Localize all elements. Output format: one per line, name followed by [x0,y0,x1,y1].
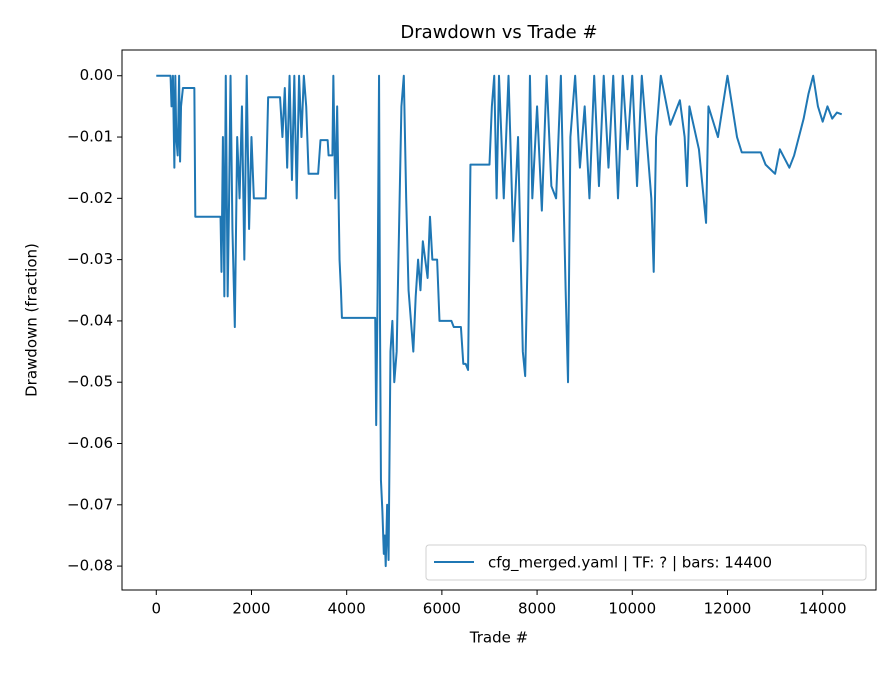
data-line [156,74,843,568]
y-tick-label: −0.03 [67,250,113,268]
x-tick-label: 12000 [704,600,752,618]
legend-label: cfg_merged.yaml | TF: ? | bars: 14400 [488,554,772,573]
x-tick-label: 4000 [328,600,366,618]
y-tick-label: −0.05 [67,373,113,391]
y-tick-label: −0.04 [67,311,113,329]
x-axis-label: Trade # [469,629,528,647]
y-tick-label: −0.02 [67,189,113,207]
legend-box [425,544,867,581]
x-tick-label: 0 [151,600,161,618]
x-tick-label: 2000 [232,600,270,618]
x-tick-label: 6000 [423,600,461,618]
y-tick-label: 0.00 [80,66,113,84]
y-axis-label: Drawdown (fraction) [23,243,41,397]
plot-frame [121,49,877,591]
y-tick-label: −0.06 [67,434,113,452]
x-tick-label: 10000 [608,600,656,618]
y-tick-label: −0.07 [67,495,113,513]
x-tick-label: 8000 [518,600,556,618]
x-tick-label: 14000 [799,600,847,618]
y-tick-label: −0.08 [67,557,113,575]
y-tick-label: −0.01 [67,128,113,146]
chart-title: Drawdown vs Trade # [400,22,597,43]
